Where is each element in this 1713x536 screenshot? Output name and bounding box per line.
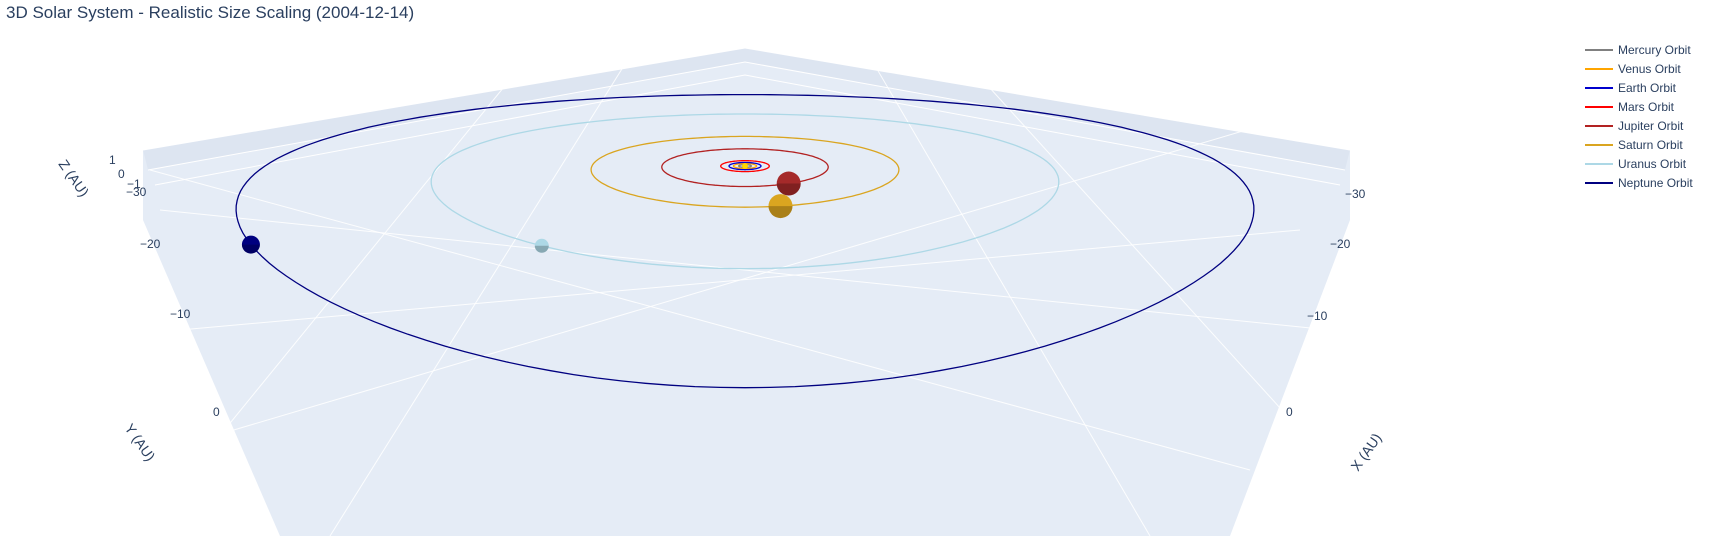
x-tick-label: −10 xyxy=(1307,309,1328,323)
y-tick-label: −10 xyxy=(170,307,191,321)
uranus-marker xyxy=(534,238,549,253)
grid-lines xyxy=(142,39,1351,536)
scene-background xyxy=(143,48,1350,536)
z-tick-label: 1 xyxy=(109,153,116,167)
sun-marker xyxy=(742,163,748,169)
z-tick-label: −1 xyxy=(127,177,141,191)
legend-label: Mars Orbit xyxy=(1618,99,1675,114)
legend-label: Jupiter Orbit xyxy=(1618,118,1684,133)
grid-line xyxy=(149,169,1251,471)
legend-item-earth-orbit[interactable]: Earth Orbit xyxy=(1585,78,1693,97)
legend-swatch xyxy=(1585,162,1613,165)
neptune-shade xyxy=(241,244,260,254)
neptune-marker xyxy=(241,235,260,254)
legend-item-mars-orbit[interactable]: Mars Orbit xyxy=(1585,97,1693,116)
jupiter-shade xyxy=(776,183,801,196)
saturn-marker xyxy=(768,194,793,219)
legend-item-mercury-orbit[interactable]: Mercury Orbit xyxy=(1585,40,1693,59)
x-tick-label: −20 xyxy=(1330,237,1351,251)
z-tick-label: 0 xyxy=(118,167,125,181)
grid-line xyxy=(159,209,1331,331)
venus-orbit-line xyxy=(732,162,758,170)
neptune-orbit-line xyxy=(235,93,1255,389)
x-axis-title: X (AU) xyxy=(1347,430,1384,474)
grid-line xyxy=(199,54,531,461)
legend-swatch xyxy=(1585,143,1613,146)
legend-item-uranus-orbit[interactable]: Uranus Orbit xyxy=(1585,154,1693,173)
legend-label: Saturn Orbit xyxy=(1618,137,1683,152)
planets xyxy=(241,163,801,254)
legend-swatch xyxy=(1585,48,1613,51)
mercury-orbit-line xyxy=(738,163,752,169)
y-tick-label: −30 xyxy=(126,185,147,199)
grid-line xyxy=(744,47,1351,151)
legend-label: Neptune Orbit xyxy=(1618,175,1693,190)
grid-line xyxy=(154,74,746,186)
legend-item-saturn-orbit[interactable]: Saturn Orbit xyxy=(1585,135,1693,154)
legend-item-neptune-orbit[interactable]: Neptune Orbit xyxy=(1585,173,1693,192)
y-tick-label: −20 xyxy=(140,237,161,251)
legend-swatch xyxy=(1585,67,1613,70)
jupiter-marker xyxy=(776,171,801,196)
legend-label: Earth Orbit xyxy=(1618,80,1677,95)
legend-item-jupiter-orbit[interactable]: Jupiter Orbit xyxy=(1585,116,1693,135)
y-tick-label: 0 xyxy=(213,405,220,419)
grid-line xyxy=(744,74,1341,186)
floor-pane xyxy=(143,48,1350,536)
saturn-shade xyxy=(768,206,793,219)
legend-label: Uranus Orbit xyxy=(1618,156,1687,171)
legend-label: Venus Orbit xyxy=(1618,61,1681,76)
grid-line xyxy=(959,54,1301,431)
legend-label: Mercury Orbit xyxy=(1618,42,1691,57)
x-tick-label: 0 xyxy=(1286,405,1293,419)
legend-swatch xyxy=(1585,124,1613,127)
y-axis-title: Y (AU) xyxy=(122,421,159,464)
mars-orbit-line xyxy=(720,160,770,173)
uranus-orbit-line xyxy=(430,113,1060,270)
z-axis-title: Z (AU) xyxy=(56,157,93,200)
legend-swatch xyxy=(1585,105,1613,108)
legend-swatch xyxy=(1585,181,1613,184)
chart-title: 3D Solar System - Realistic Size Scaling… xyxy=(6,3,415,22)
legend-item-venus-orbit[interactable]: Venus Orbit xyxy=(1585,59,1693,78)
grid-line xyxy=(199,119,1281,441)
legend: Mercury Orbit Venus Orbit Earth Orbit Mars … xyxy=(1585,40,1693,192)
uranus-shade xyxy=(534,245,549,253)
saturn-orbit-line xyxy=(590,135,900,208)
earth-orbit-line xyxy=(728,161,762,171)
grid-line xyxy=(142,47,746,151)
legend-swatch xyxy=(1585,86,1613,89)
grid-line xyxy=(744,61,1346,171)
x-tick-label: −30 xyxy=(1345,187,1366,201)
grid-line xyxy=(147,61,746,171)
